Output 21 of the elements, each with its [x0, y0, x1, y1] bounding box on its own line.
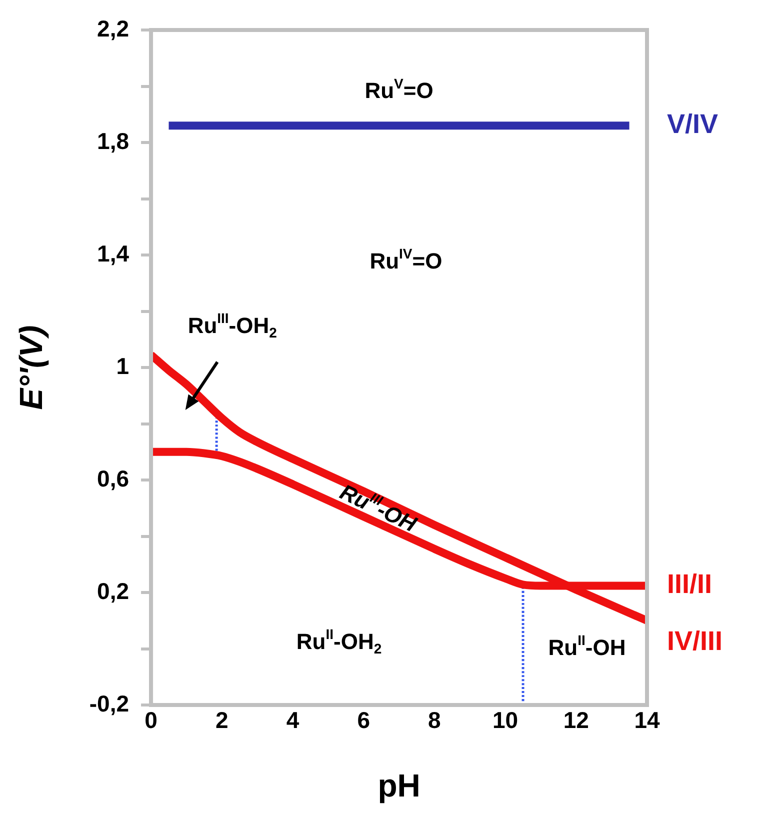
series-label: V/IV — [667, 109, 718, 140]
x-tick-label: 8 — [428, 707, 442, 734]
y-axis-title: E°'(V) — [13, 325, 50, 410]
x-tick-label: 2 — [215, 707, 228, 734]
series-label: IV/III — [667, 626, 723, 656]
x-tick-label: 0 — [144, 707, 158, 734]
y-tick-label: 2,2 — [97, 15, 130, 42]
y-tick-label: 0,2 — [97, 578, 130, 604]
x-tick-label: 6 — [357, 707, 370, 734]
y-tick-label: 0,6 — [97, 465, 130, 492]
series-label: III/II — [667, 569, 712, 600]
x-tick-label: 4 — [286, 707, 300, 734]
y-tick-label: -0,2 — [89, 690, 130, 716]
x-tick-label: 10 — [492, 707, 518, 734]
x-tick-label: 14 — [634, 707, 660, 734]
y-tick-label: 1,4 — [97, 240, 130, 266]
annotation: RuIII-OH — [336, 479, 422, 538]
x-axis-title: pH — [378, 768, 420, 804]
x-tick-label: 12 — [563, 707, 589, 734]
y-tick-label: 1,8 — [97, 128, 130, 154]
y-tick-label: 1 — [116, 352, 130, 379]
